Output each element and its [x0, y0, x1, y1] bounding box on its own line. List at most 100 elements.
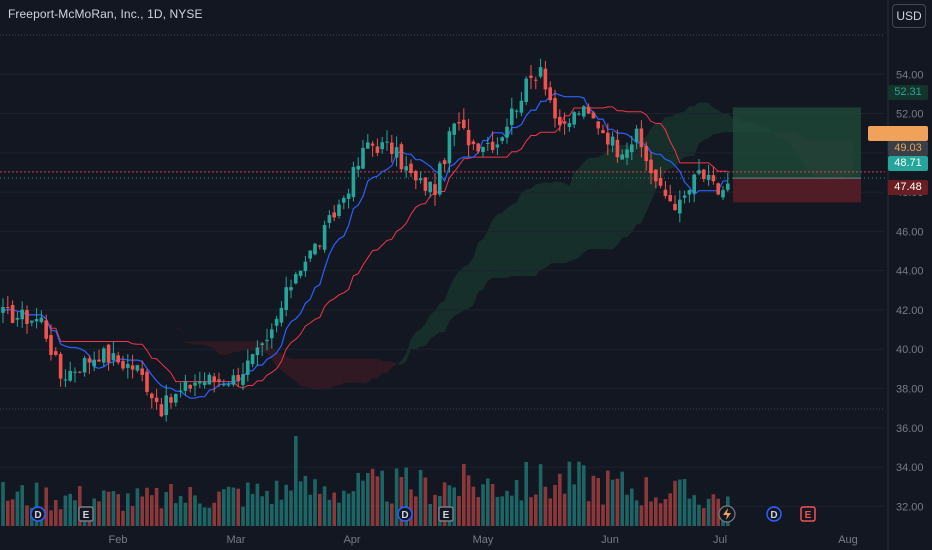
cloud-segment: [204, 341, 210, 347]
earnings-marker[interactable]: E: [438, 506, 454, 522]
candle-body: [73, 371, 77, 373]
candle-body: [615, 139, 620, 158]
earnings-marker[interactable]: E: [800, 506, 816, 522]
volume-bar: [366, 472, 370, 526]
earnings-marker-box: [438, 506, 454, 522]
cloud-segment: [622, 144, 627, 238]
cloud-segment: [199, 341, 205, 346]
marker-label: D: [770, 510, 777, 521]
candle-body: [231, 375, 236, 385]
candle-body: [87, 358, 92, 363]
volume-bar: [678, 479, 682, 526]
volume-bar: [423, 477, 428, 526]
y-tick-label: 54.00: [896, 69, 924, 81]
volume-bar: [174, 503, 178, 526]
cloud-segment: [660, 116, 666, 182]
volume-bar: [159, 508, 164, 526]
volume-bar: [154, 487, 159, 526]
cloud-segment: [473, 242, 479, 306]
volume-bar: [668, 493, 672, 526]
volume-bars: [1, 436, 730, 526]
candles: [1, 58, 730, 422]
volume-bar: [346, 493, 351, 526]
candle-body: [322, 225, 327, 250]
candle-body: [270, 329, 274, 339]
volume-bar: [265, 490, 269, 526]
cloud-segment: [521, 189, 527, 276]
volume-bar: [322, 486, 327, 526]
volume-bar: [318, 493, 322, 526]
dividend-marker[interactable]: D: [397, 506, 413, 522]
volume-bar: [241, 506, 245, 526]
volume-bar: [255, 483, 260, 526]
candle-body: [78, 371, 82, 373]
volume-bar: [332, 492, 336, 526]
volume-bar: [586, 501, 591, 526]
lightning-icon-bolt: [723, 508, 731, 520]
cloud-segment: [699, 102, 704, 144]
cloud-segment: [319, 358, 325, 390]
volume-bar: [178, 496, 183, 526]
volume-bar: [399, 477, 404, 526]
cloud-segment: [271, 345, 277, 367]
cloud-segment: [305, 358, 311, 389]
cloud-segment: [708, 102, 714, 139]
volume-bar: [246, 482, 250, 526]
candle-body: [586, 106, 591, 114]
candle-body: [193, 382, 197, 386]
volume-bar: [606, 470, 610, 526]
candle-body: [524, 78, 528, 103]
candle-body: [721, 190, 725, 198]
volume-bar: [34, 482, 39, 526]
earnings-marker[interactable]: E: [78, 506, 94, 522]
cloud-segment: [497, 213, 503, 278]
lightning-icon[interactable]: [718, 505, 736, 523]
candle-body: [198, 381, 202, 384]
cloud-segment: [247, 341, 253, 351]
volume-bar: [457, 495, 461, 526]
candle-body: [169, 397, 173, 403]
volume-bar: [654, 497, 658, 526]
dividend-marker[interactable]: D: [766, 506, 782, 522]
cloud-segment: [401, 353, 407, 365]
cloud-segment: [449, 277, 455, 322]
volume-bar: [54, 500, 58, 526]
candle-body: [207, 374, 212, 385]
volume-bar: [538, 464, 543, 526]
candle-body: [558, 116, 562, 126]
cloud-segment: [454, 271, 459, 316]
candle-body: [342, 197, 346, 203]
candle-body: [534, 79, 538, 81]
candle-body: [178, 390, 183, 392]
volume-bar: [92, 498, 96, 526]
cloud-segment: [238, 341, 243, 352]
candle-body: [54, 351, 58, 355]
target-zone: [733, 107, 861, 179]
cloud-segment: [684, 106, 690, 158]
volume-bar: [452, 487, 456, 526]
cloud-segment: [219, 341, 224, 355]
dividend-marker-circle: [30, 506, 46, 522]
candle-body: [625, 149, 629, 158]
currency-button[interactable]: USD: [892, 4, 926, 28]
marker-label: D: [34, 510, 41, 521]
cloud-segment: [569, 172, 575, 262]
volume-bar: [543, 486, 548, 526]
x-tick-label: Jun: [601, 534, 619, 546]
volume-bar: [63, 495, 68, 526]
dividend-marker[interactable]: D: [30, 506, 46, 522]
volume-bar: [164, 492, 168, 526]
volume-bar: [505, 490, 509, 526]
cloud-segment: [516, 192, 522, 276]
volume-bar: [58, 509, 63, 526]
volume-bar: [625, 494, 629, 526]
cloud-segment: [324, 358, 330, 390]
cloud-segment: [492, 214, 498, 278]
candle-body: [327, 215, 332, 223]
candle-body: [442, 160, 447, 165]
candle-body: [418, 178, 423, 181]
candle-body: [447, 131, 452, 164]
volume-bar: [649, 501, 653, 526]
x-tick-label: May: [473, 534, 494, 546]
